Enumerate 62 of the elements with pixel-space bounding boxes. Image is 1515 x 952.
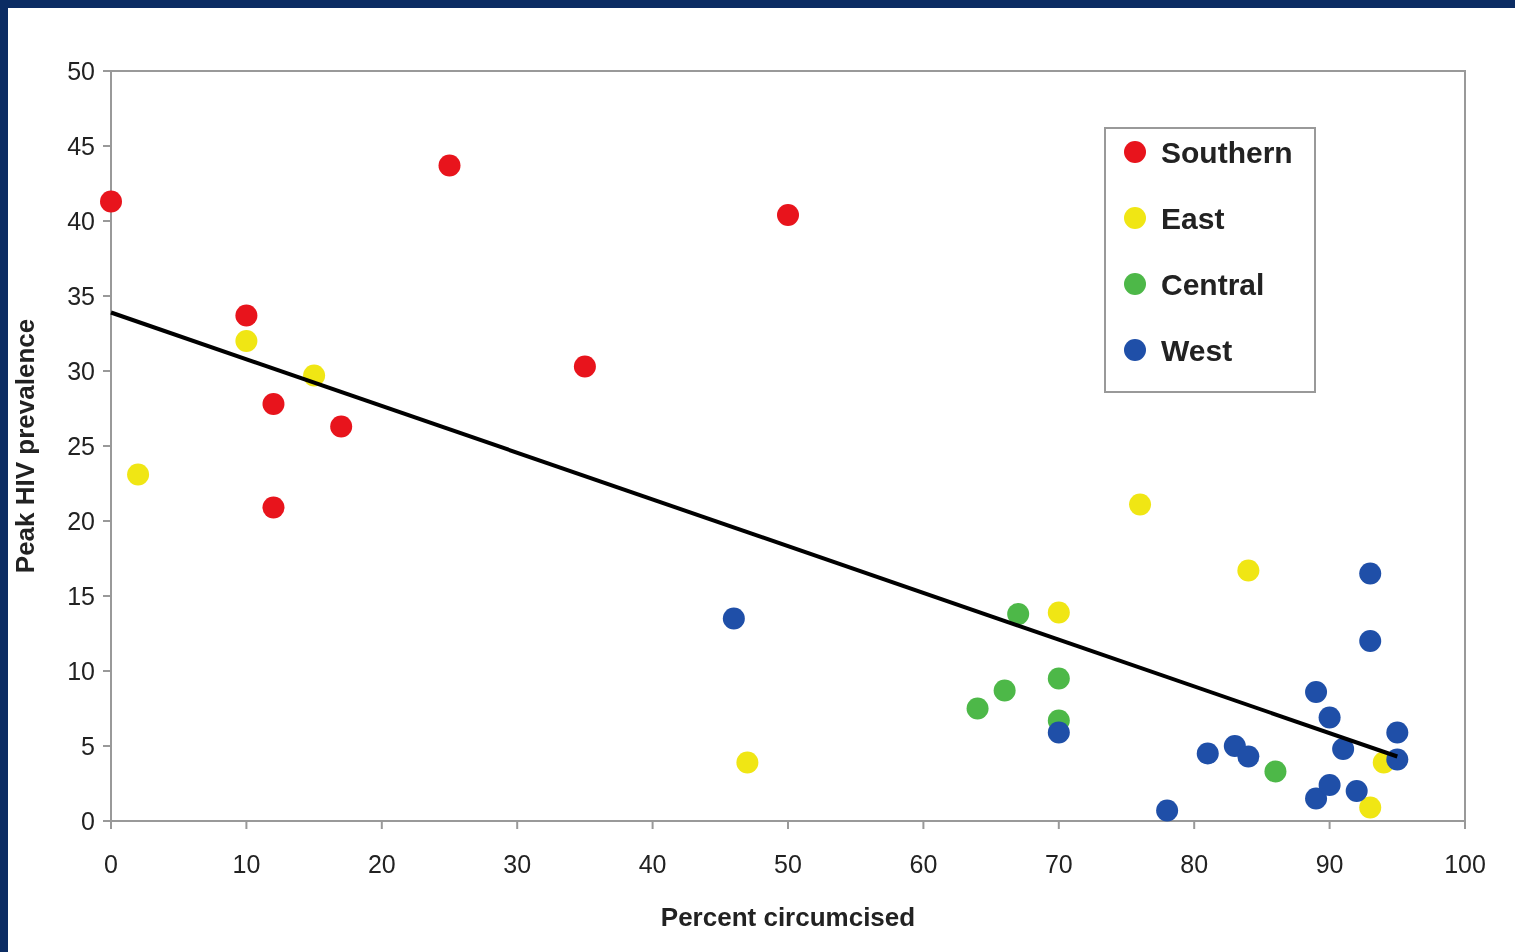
point [235, 330, 258, 352]
legend-label: West [1161, 333, 1233, 367]
x-tick-label: 60 [909, 850, 938, 878]
point [1047, 667, 1070, 690]
x-axis-title: Percent circumcised [660, 902, 916, 932]
point [1345, 780, 1368, 802]
y-tick-label: 40 [67, 206, 95, 235]
point [1318, 774, 1341, 796]
point [235, 304, 258, 327]
point [262, 496, 285, 519]
point [722, 607, 745, 630]
point [1156, 799, 1179, 822]
x-tick-label: 30 [503, 850, 532, 878]
legend-label: Central [1161, 267, 1265, 301]
point [127, 463, 150, 486]
x-tick-label: 20 [367, 850, 396, 878]
point [1359, 796, 1382, 819]
point [1359, 630, 1382, 652]
point [1264, 760, 1287, 783]
point [1237, 745, 1260, 768]
point [1007, 603, 1030, 625]
point [262, 393, 285, 415]
y-tick-label: 50 [67, 56, 95, 85]
point [1196, 742, 1219, 765]
point [1305, 787, 1328, 810]
y-tick-label: 45 [67, 131, 95, 160]
point [1332, 738, 1355, 760]
point [100, 190, 122, 213]
y-tick-label: 5 [81, 731, 95, 760]
x-tick-label: 10 [232, 850, 261, 878]
y-tick-label: 20 [67, 506, 95, 535]
point [1318, 706, 1341, 729]
point [330, 415, 353, 438]
x-tick-label: 70 [1044, 850, 1073, 878]
point [438, 154, 461, 177]
y-tick-label: 25 [67, 431, 95, 460]
point [966, 697, 989, 720]
point [736, 751, 759, 774]
legend-label: East [1161, 201, 1225, 235]
point [1386, 721, 1409, 744]
y-tick-label: 30 [67, 356, 95, 385]
y-tick-label: 0 [81, 806, 95, 835]
point [1359, 562, 1382, 585]
x-tick-label: 0 [104, 850, 118, 878]
point [573, 355, 596, 378]
x-tick-label: 50 [774, 850, 802, 878]
x-tick-label: 90 [1315, 850, 1344, 878]
legend-label: Southern [1161, 135, 1293, 169]
y-tick-label: 10 [67, 656, 95, 685]
point [1047, 601, 1070, 624]
x-tick-label: 40 [638, 850, 667, 878]
point [1129, 493, 1152, 516]
point [1237, 559, 1260, 582]
point [1047, 721, 1070, 744]
y-tick-label: 35 [67, 281, 95, 310]
y-axis-title: Peak HIV prevalence [10, 318, 40, 574]
x-tick-label: 100 [1444, 850, 1486, 878]
point [777, 204, 799, 226]
point [1305, 681, 1328, 703]
y-tick-label: 15 [67, 581, 95, 610]
point [993, 679, 1016, 702]
x-tick-label: 80 [1180, 850, 1209, 878]
